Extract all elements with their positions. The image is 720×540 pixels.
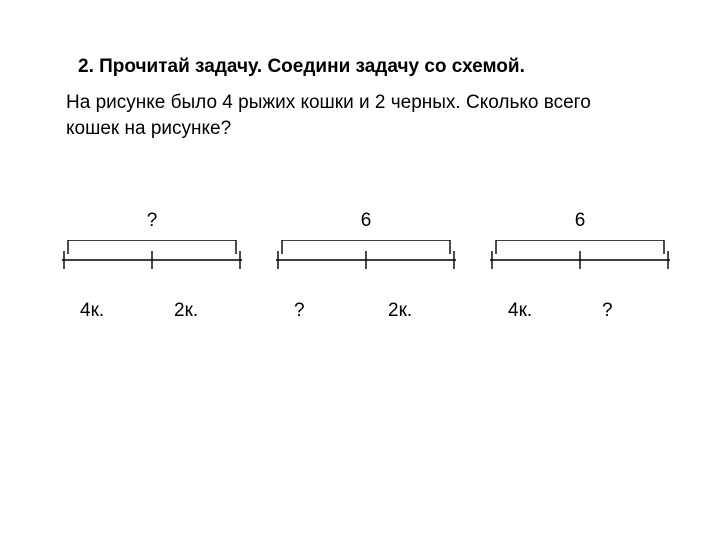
diagram-bracket-icon [276,240,456,286]
diagram-bottom-left-label: ? [294,300,305,322]
diagram-bracket-icon [490,240,670,286]
problem-text: На рисунке было 4 рыжих кошки и 2 черных… [66,90,630,141]
diagram-top-label: ? [62,210,242,232]
diagram-bottom-left-label: 4к. [508,300,532,322]
diagrams-container: ? 4к. 2к. 6 ? 2к. 6 4к. [62,210,670,330]
diagram-bottom-right-label: 2к. [388,300,412,322]
diagram-bottom-left-label: 4к. [80,300,104,322]
task-title: 2. Прочитай задачу. Соедини задачу со сх… [78,56,525,78]
diagram-2: 6 ? 2к. [276,210,456,330]
diagram-top-label: 6 [276,210,456,232]
diagram-1: ? 4к. 2к. [62,210,242,330]
diagram-bottom-right-label: ? [602,300,613,322]
diagram-bottom-right-label: 2к. [174,300,198,322]
diagram-top-label: 6 [490,210,670,232]
diagram-3: 6 4к. ? [490,210,670,330]
diagram-bracket-icon [62,240,242,286]
